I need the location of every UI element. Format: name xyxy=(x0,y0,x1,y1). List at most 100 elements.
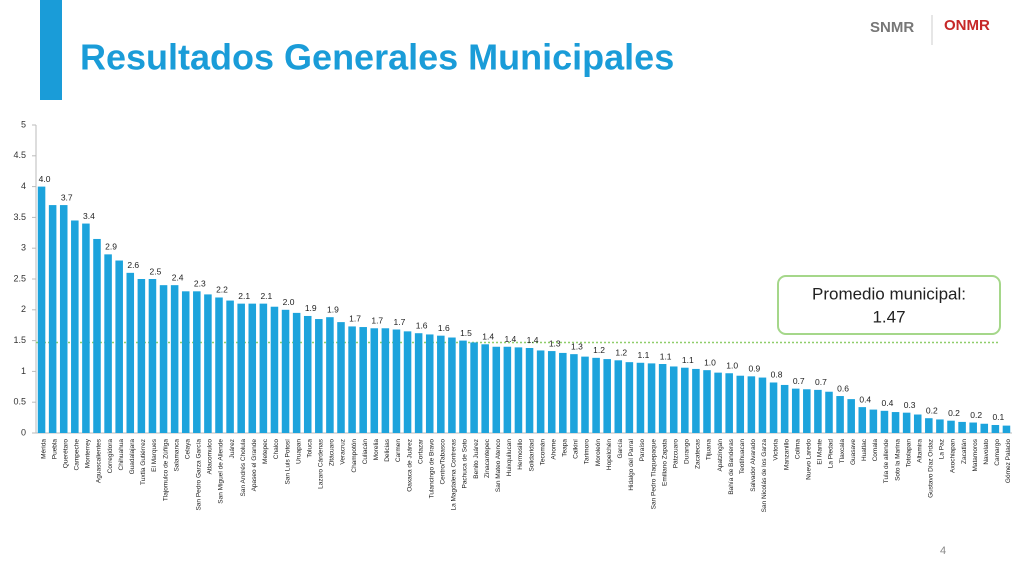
x-tick-label: Bahía de Banderas xyxy=(728,438,735,494)
x-tick-label: García xyxy=(617,439,624,459)
bar xyxy=(736,375,745,433)
x-tick-label: Culiacán xyxy=(362,439,369,465)
x-tick-label: Monterrey xyxy=(85,438,92,468)
value-label: 1.7 xyxy=(394,317,406,327)
value-label: 1.3 xyxy=(571,341,583,351)
x-tick-label: San Andrés Cholula xyxy=(240,439,247,497)
x-tick-label: Celaya xyxy=(184,439,191,460)
value-label: 1.1 xyxy=(660,351,672,361)
x-tick-label: La Paz xyxy=(939,439,946,459)
value-label: 0.2 xyxy=(926,405,938,415)
x-tick-label: Tecomán xyxy=(539,439,546,466)
value-label: 0.2 xyxy=(948,408,960,418)
bar xyxy=(969,422,977,433)
value-label: 3.4 xyxy=(83,211,95,221)
y-tick-label: 5 xyxy=(21,119,26,129)
value-label: 2.1 xyxy=(260,291,272,301)
x-tick-label: Ahome xyxy=(550,439,557,460)
bar xyxy=(780,384,789,433)
bar xyxy=(758,377,767,433)
bar xyxy=(226,300,234,433)
bar xyxy=(237,303,245,433)
x-tick-label: La Magdalena Contreras xyxy=(451,438,458,510)
x-tick-label: Tlaxcala xyxy=(839,439,846,464)
bar xyxy=(392,329,401,433)
x-tick-label: Altamira xyxy=(916,439,923,463)
x-tick-label: Gómez Palacio xyxy=(1005,439,1012,483)
value-label: 1.9 xyxy=(327,304,339,314)
x-tick-label: Paraíso xyxy=(639,439,646,462)
bar xyxy=(791,388,800,433)
bar xyxy=(181,291,190,433)
x-tick-label: Corregidora xyxy=(107,439,114,474)
x-tick-label: Solidaridad xyxy=(528,439,535,472)
bar xyxy=(281,309,290,433)
bar xyxy=(747,376,756,433)
bar xyxy=(814,389,822,433)
average-value: 1.47 xyxy=(872,307,905,326)
bar xyxy=(669,366,678,433)
bar xyxy=(636,362,645,433)
x-tick-label: Matamoros xyxy=(972,438,979,471)
bar xyxy=(703,370,711,433)
bar xyxy=(93,238,101,433)
bar xyxy=(836,396,844,433)
bar xyxy=(658,364,667,433)
bar xyxy=(858,407,867,433)
x-tick-label: Camargo xyxy=(994,439,1001,466)
bar xyxy=(414,333,423,433)
value-label: 0.1 xyxy=(992,412,1004,422)
x-tick-label: Tarimoro xyxy=(584,439,591,465)
value-label: 1.9 xyxy=(305,303,317,313)
value-label: 1.4 xyxy=(504,334,516,344)
x-tick-label: San Nicolás de los Garza xyxy=(761,439,768,513)
x-tick-label: Hidalgo del Parral xyxy=(628,438,635,490)
x-tick-label: El Mante xyxy=(817,439,824,465)
y-tick-label: 1 xyxy=(21,366,26,376)
x-tick-label: Teotihuacan xyxy=(739,439,746,474)
x-tick-label: La Piedad xyxy=(828,439,835,469)
bar xyxy=(381,328,390,433)
y-tick-label: 2 xyxy=(21,304,26,314)
x-tick-label: Querétaro xyxy=(62,439,69,469)
value-label: 1.6 xyxy=(438,323,450,333)
x-tick-label: San Mateo Atenco xyxy=(495,439,502,493)
bar xyxy=(193,291,201,433)
x-tick-label: Toluca xyxy=(306,439,313,458)
x-tick-label: Huixquilucan xyxy=(506,439,513,477)
x-tick-label: Colima xyxy=(794,439,801,460)
bar xyxy=(980,423,989,433)
bar xyxy=(825,391,833,433)
value-label: 0.7 xyxy=(815,377,827,387)
x-tick-label: Zacatlán xyxy=(961,439,968,464)
x-tick-label: Tuxtla Gutiérrez xyxy=(140,439,147,485)
x-tick-label: Oaxaca de Juárez xyxy=(406,439,413,492)
bar xyxy=(204,294,212,433)
value-label: 1.4 xyxy=(527,335,539,345)
bar xyxy=(82,223,90,433)
y-tick-label: 4 xyxy=(21,181,26,191)
x-tick-label: Veracruz xyxy=(340,439,347,465)
x-tick-label: Apaseo el Grande xyxy=(251,439,258,492)
x-tick-label: Tijuana xyxy=(706,439,713,460)
bar xyxy=(525,347,534,433)
bar xyxy=(492,346,501,433)
value-label: 0.6 xyxy=(837,383,849,393)
x-tick-label: Campeche xyxy=(74,439,81,471)
x-tick-label: Soto la Marina xyxy=(894,439,901,481)
value-label: 2.5 xyxy=(150,266,162,276)
bar xyxy=(769,382,778,433)
x-tick-label: Navolato xyxy=(983,439,990,465)
x-tick-label: Cortazar xyxy=(417,438,424,464)
x-tick-label: Delicias xyxy=(384,438,391,462)
x-tick-label: Durango xyxy=(684,439,691,464)
x-tick-label: Mérida xyxy=(40,439,47,459)
bar xyxy=(137,279,146,433)
value-label: 0.7 xyxy=(793,376,805,386)
value-label: 2.0 xyxy=(283,297,295,307)
x-tick-label: Guasave xyxy=(850,439,857,465)
bar xyxy=(448,337,456,433)
x-tick-label: Zinacantepec xyxy=(484,438,491,478)
value-label: 3.7 xyxy=(61,192,73,202)
x-tick-label: Champotón xyxy=(351,439,358,473)
